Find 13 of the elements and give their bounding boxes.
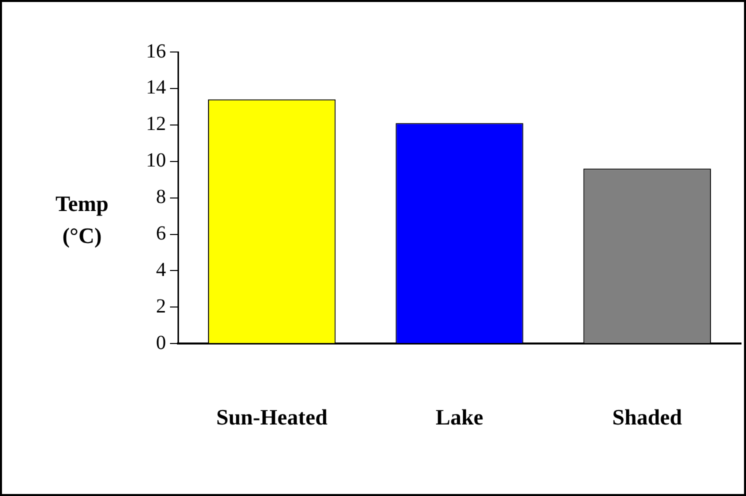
x-tick-label: Shaded [612, 404, 682, 430]
y-tick-label: 12 [146, 113, 166, 136]
y-tick-label: 14 [146, 76, 166, 99]
x-tick-label: Lake [436, 404, 484, 430]
y-tick-label: 8 [156, 186, 166, 208]
y-tick-label: 10 [146, 150, 166, 172]
y-tick-label: 16 [146, 40, 166, 62]
y-tick-label: 0 [156, 332, 166, 354]
y-tick-label: 2 [156, 295, 166, 318]
y-tick-label: 6 [156, 222, 166, 244]
y-axis-title: Temp (°C) [54, 190, 110, 250]
y-tick-label: 4 [156, 258, 166, 281]
x-tick-label: Sun-Heated [216, 404, 328, 430]
